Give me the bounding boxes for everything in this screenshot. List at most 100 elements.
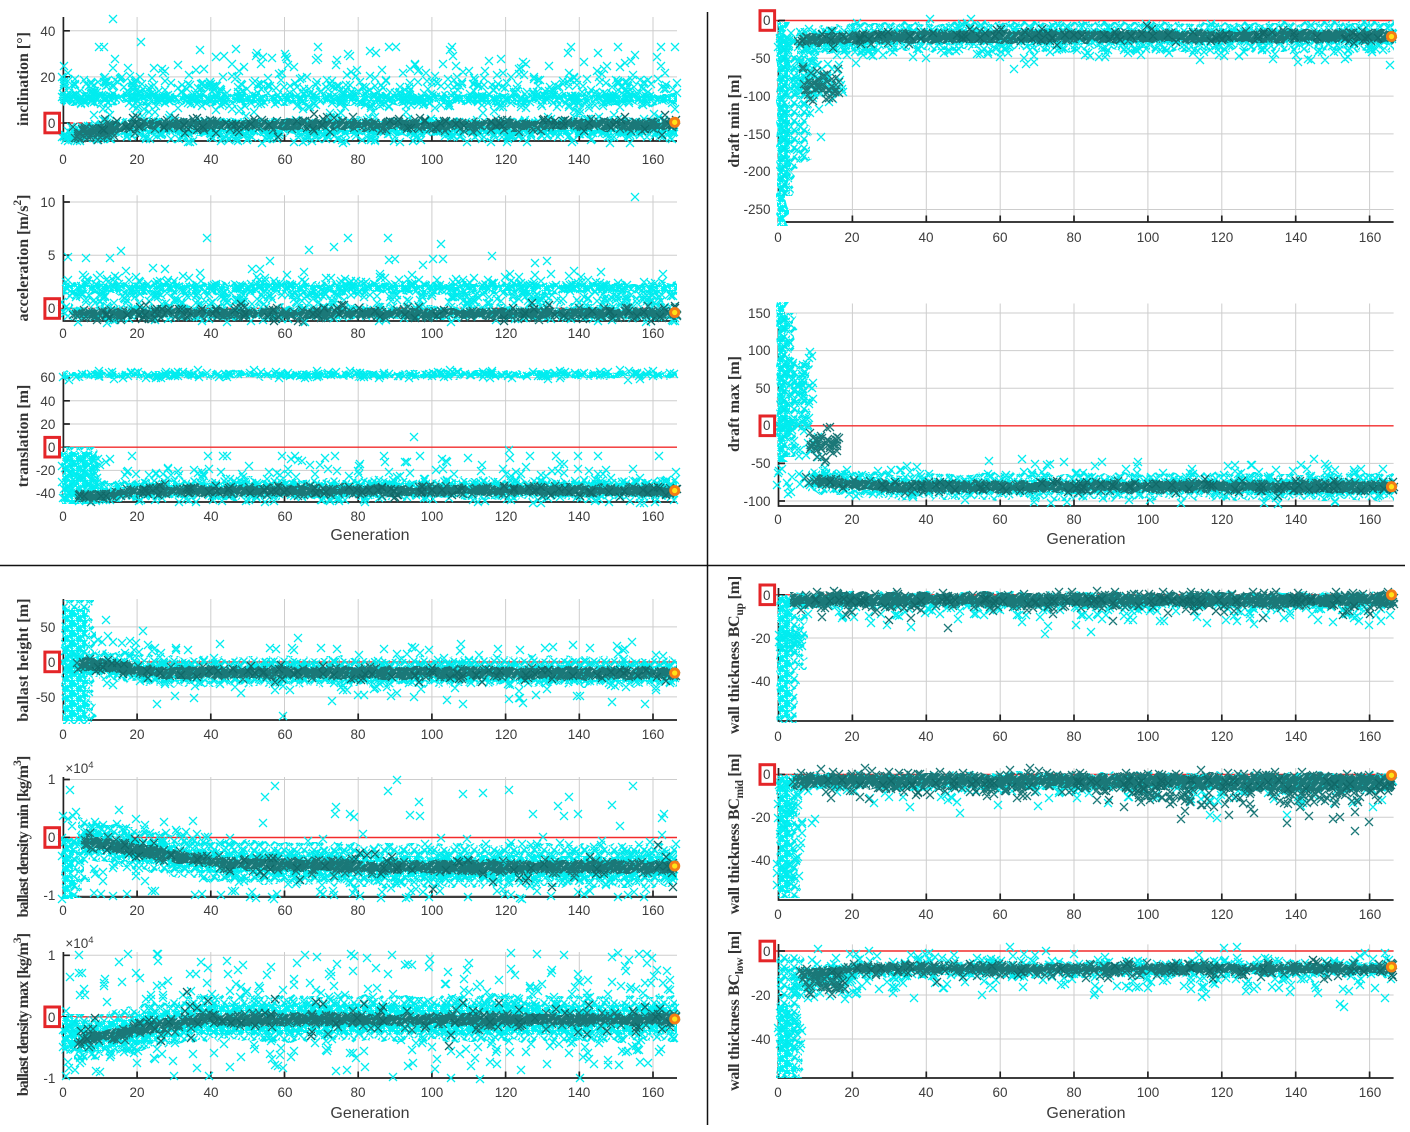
svg-text:-40: -40 (751, 674, 771, 689)
svg-text:150: 150 (748, 306, 771, 321)
svg-text:140: 140 (568, 1085, 591, 1100)
svg-text:40: 40 (40, 24, 55, 39)
svg-text:60: 60 (277, 727, 292, 742)
svg-text:120: 120 (1211, 907, 1234, 922)
svg-text:0: 0 (774, 512, 782, 527)
svg-text:Generation: Generation (330, 1105, 409, 1122)
svg-text:120: 120 (495, 727, 518, 742)
svg-text:ballast height [m]: ballast height [m] (15, 598, 32, 722)
svg-text:20: 20 (129, 727, 144, 742)
svg-text:20: 20 (844, 1085, 859, 1100)
svg-text:-20: -20 (36, 463, 56, 478)
svg-text:120: 120 (1211, 729, 1234, 744)
svg-text:40: 40 (40, 394, 55, 409)
svg-text:draft min [m]: draft min [m] (726, 74, 743, 167)
svg-text:ballast density min [kg/m3​]: ballast density min [kg/m3​] (12, 756, 32, 918)
svg-text:0: 0 (48, 440, 56, 455)
svg-text:80: 80 (350, 152, 365, 167)
svg-text:80: 80 (1066, 729, 1081, 744)
svg-text:40: 40 (918, 907, 933, 922)
svg-text:80: 80 (350, 727, 365, 742)
svg-text:40: 40 (918, 729, 933, 744)
svg-text:60: 60 (277, 326, 292, 341)
svg-text:0: 0 (59, 326, 67, 341)
svg-text:0: 0 (48, 301, 56, 316)
svg-text:-40: -40 (751, 853, 771, 868)
svg-text:40: 40 (203, 903, 218, 918)
svg-text:140: 140 (1285, 230, 1308, 245)
svg-text:120: 120 (1211, 512, 1234, 527)
svg-text:0: 0 (48, 830, 56, 845)
svg-text:20: 20 (40, 70, 55, 85)
svg-text:0: 0 (48, 116, 56, 131)
svg-text:20: 20 (844, 230, 859, 245)
svg-text:160: 160 (1359, 230, 1382, 245)
svg-text:80: 80 (350, 903, 365, 918)
svg-text:40: 40 (918, 1085, 933, 1100)
svg-text:-50: -50 (751, 456, 771, 471)
svg-text:0: 0 (774, 729, 782, 744)
svg-text:140: 140 (568, 326, 591, 341)
svg-text:inclination [°]: inclination [°] (15, 32, 32, 126)
svg-text:40: 40 (203, 152, 218, 167)
svg-text:120: 120 (495, 509, 518, 524)
svg-text:20: 20 (844, 729, 859, 744)
svg-text:20: 20 (844, 512, 859, 527)
svg-text:0: 0 (48, 655, 56, 670)
svg-text:100: 100 (421, 727, 444, 742)
svg-text:0: 0 (763, 418, 771, 433)
svg-text:40: 40 (203, 509, 218, 524)
svg-text:20: 20 (129, 903, 144, 918)
svg-text:acceleration [m/s2​]: acceleration [m/s2​] (12, 194, 32, 321)
svg-text:0: 0 (59, 903, 67, 918)
svg-text:140: 140 (568, 903, 591, 918)
svg-text:160: 160 (1359, 729, 1382, 744)
svg-text:50: 50 (755, 381, 770, 396)
svg-text:0: 0 (59, 727, 67, 742)
svg-text:ballast density max [kg/m3​]: ballast density max [kg/m3​] (12, 933, 32, 1096)
svg-text:60: 60 (992, 907, 1007, 922)
svg-text:100: 100 (748, 343, 771, 358)
svg-text:40: 40 (918, 230, 933, 245)
svg-text:60: 60 (277, 152, 292, 167)
svg-text:100: 100 (1137, 729, 1160, 744)
svg-text:100: 100 (421, 326, 444, 341)
svg-text:-1: -1 (43, 1071, 55, 1086)
svg-text:-20: -20 (751, 631, 771, 646)
svg-text:20: 20 (40, 417, 55, 432)
svg-text:draft max [m]: draft max [m] (726, 356, 743, 452)
svg-text:120: 120 (495, 326, 518, 341)
svg-text:120: 120 (1211, 230, 1234, 245)
svg-text:40: 40 (203, 1085, 218, 1100)
svg-text:60: 60 (277, 509, 292, 524)
svg-text:20: 20 (129, 509, 144, 524)
svg-text:Generation: Generation (1046, 1105, 1125, 1122)
svg-text:160: 160 (1359, 1085, 1382, 1100)
svg-text:-20: -20 (751, 988, 771, 1003)
svg-text:160: 160 (1359, 907, 1382, 922)
svg-text:140: 140 (1285, 512, 1308, 527)
svg-text:0: 0 (59, 509, 67, 524)
svg-text:80: 80 (1066, 1085, 1081, 1100)
svg-text:60: 60 (992, 729, 1007, 744)
svg-text:0: 0 (774, 230, 782, 245)
svg-text:80: 80 (350, 1085, 365, 1100)
svg-text:-250: -250 (743, 202, 770, 217)
svg-text:100: 100 (1137, 512, 1160, 527)
svg-text:160: 160 (642, 326, 665, 341)
svg-text:100: 100 (421, 903, 444, 918)
svg-text:0: 0 (59, 152, 67, 167)
svg-text:100: 100 (1137, 907, 1160, 922)
svg-text:100: 100 (421, 1085, 444, 1100)
svg-text:-100: -100 (743, 494, 770, 509)
svg-text:40: 40 (918, 512, 933, 527)
svg-text:-150: -150 (743, 127, 770, 142)
svg-text:60: 60 (40, 370, 55, 385)
svg-text:×104: ×104 (65, 760, 93, 776)
svg-text:20: 20 (129, 152, 144, 167)
svg-text:Generation: Generation (1046, 531, 1125, 548)
svg-text:80: 80 (350, 326, 365, 341)
svg-text:100: 100 (421, 152, 444, 167)
svg-text:80: 80 (350, 509, 365, 524)
svg-text:120: 120 (495, 903, 518, 918)
